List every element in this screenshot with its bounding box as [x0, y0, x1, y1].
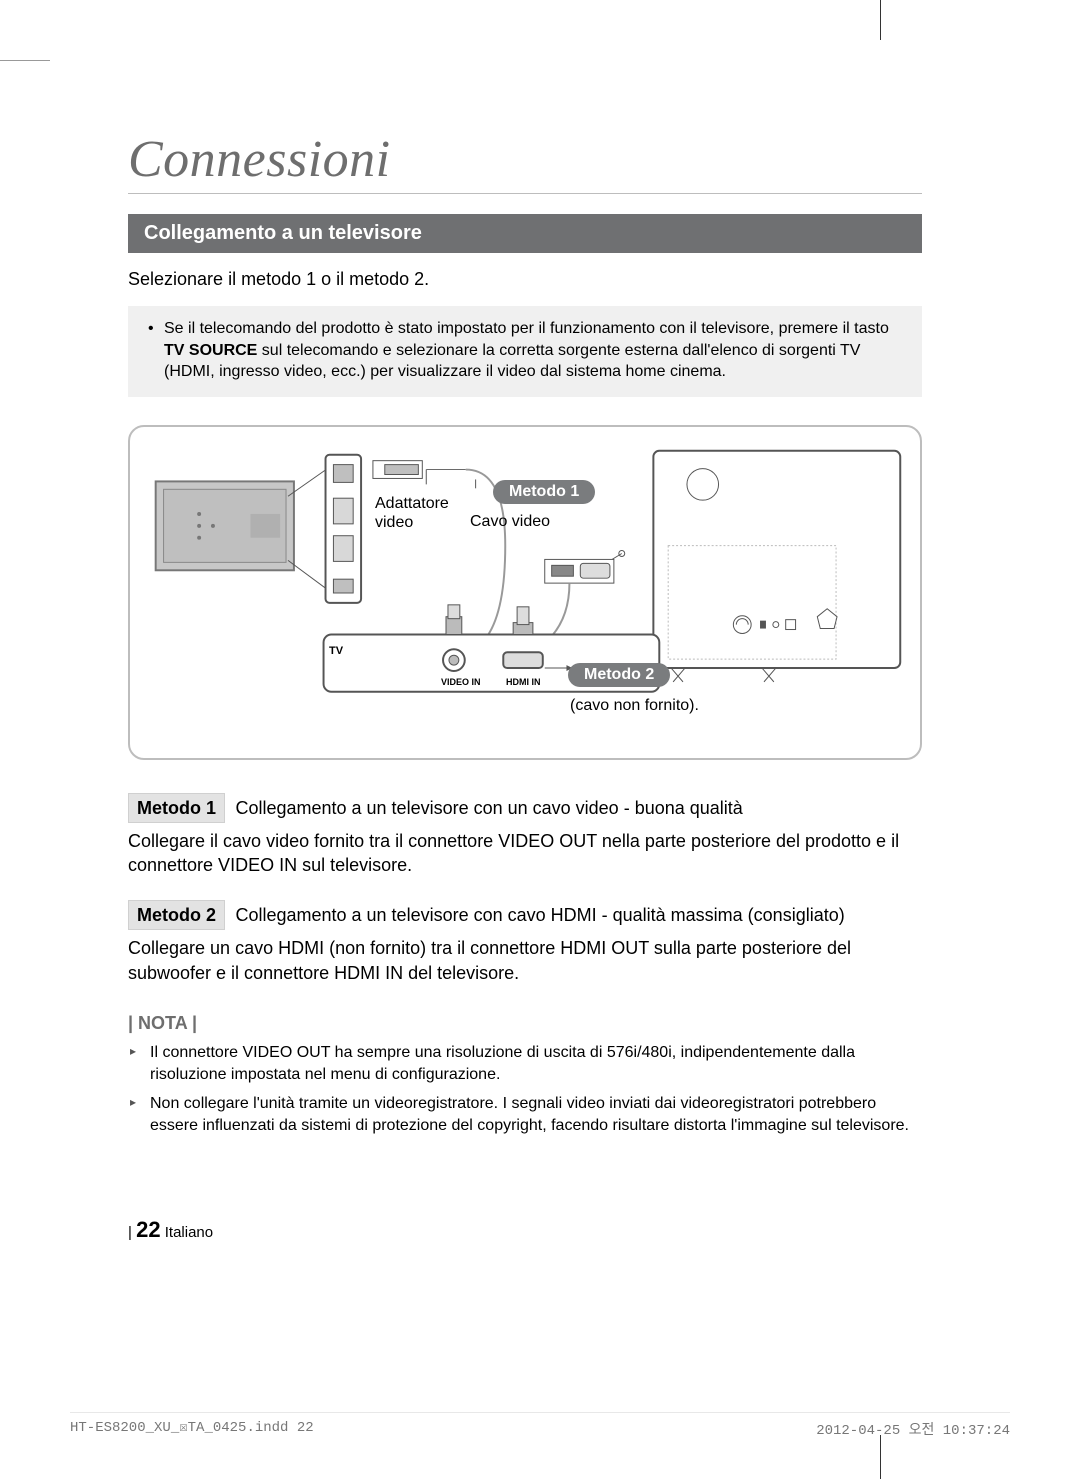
metodo1-badge: Metodo 1: [493, 480, 595, 504]
page-number: 22: [136, 1217, 160, 1242]
nota-heading: | NOTA |: [128, 1013, 922, 1034]
crop-mark: [0, 60, 50, 61]
tv-label: TV: [329, 645, 343, 657]
cavo-non-fornito-label: (cavo non fornito).: [570, 697, 699, 715]
method2-title: Collegamento a un televisore con cavo HD…: [229, 905, 844, 925]
tip-text: Se il telecomando del prodotto è stato i…: [146, 318, 904, 383]
footer-sep: |: [128, 1224, 136, 1241]
chapter-title: Connessioni: [128, 130, 922, 194]
section-heading: Collegamento a un televisore: [128, 214, 922, 253]
tip-bold: TV SOURCE: [164, 342, 257, 359]
diagram-svg: [130, 427, 920, 758]
method1-label: Metodo 1: [128, 793, 225, 823]
method1-heading: Metodo 1 Collegamento a un televisore co…: [128, 798, 922, 819]
cavo-video-label: Cavo video: [470, 513, 550, 531]
tip-suffix: sul telecomando e selezionare la corrett…: [164, 342, 860, 381]
nota-item: Non collegare l'unità tramite un videore…: [150, 1093, 922, 1136]
tip-prefix: Se il telecomando del prodotto è stato i…: [164, 320, 889, 337]
method1-title: Collegamento a un televisore con un cavo…: [229, 798, 742, 818]
connection-diagram: Metodo 1 Metodo 2 Adattatore video Cavo …: [128, 425, 922, 760]
metodo2-badge: Metodo 2: [568, 663, 670, 687]
method2-label: Metodo 2: [128, 900, 225, 930]
page-footer: | 22 Italiano: [128, 1217, 213, 1243]
video-in-label: VIDEO IN: [441, 677, 481, 687]
page-content: Connessioni Collegamento a un televisore…: [128, 38, 922, 1136]
intro-text: Selezionare il metodo 1 o il metodo 2.: [128, 269, 922, 290]
print-footer: HT-ES8200_XU_☒TA_0425.indd 22 2012-04-25…: [70, 1412, 1010, 1439]
print-footer-right: 2012-04-25 오전 10:37:24: [816, 1419, 1010, 1439]
crop-mark: [880, 0, 881, 40]
print-footer-left: HT-ES8200_XU_☒TA_0425.indd 22: [70, 1419, 314, 1439]
manual-page: Connessioni Collegamento a un televisore…: [0, 0, 1080, 1479]
adattatore-label: Adattatore video: [375, 494, 465, 532]
method2-body: Collegare un cavo HDMI (non fornito) tra…: [128, 936, 922, 985]
crop-mark: [880, 1435, 881, 1479]
nota-item: Il connettore VIDEO OUT ha sempre una ri…: [150, 1042, 922, 1085]
tip-box: Se il telecomando del prodotto è stato i…: [128, 306, 922, 397]
footer-lang: Italiano: [165, 1224, 213, 1241]
method2-heading: Metodo 2 Collegamento a un televisore co…: [128, 905, 922, 926]
hdmi-in-label: HDMI IN: [506, 677, 541, 687]
method1-body: Collegare il cavo video fornito tra il c…: [128, 829, 922, 878]
